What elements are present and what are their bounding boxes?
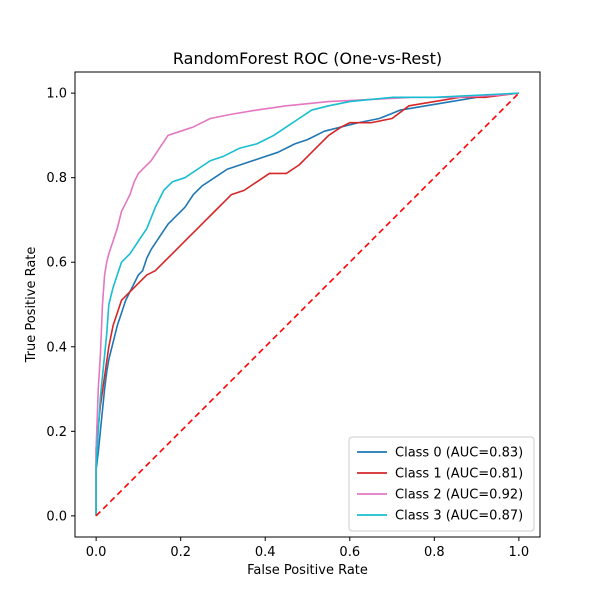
axes-frame — [74, 71, 541, 538]
axis-ticks: 0.0 0.2 0.4 0.6 0.8 1.0 0.0 0.2 0.4 0.6 0.8 1.0 — [46, 87, 529, 560]
legend: Class 0 (AUC=0.83) Class 1 (AUC=0.81) Clas… — [348, 436, 535, 532]
y-tick-label: 0.8 — [46, 171, 67, 186]
y-axis-title: True Positive Rate — [24, 247, 39, 364]
y-tick-label: 0.6 — [46, 256, 67, 271]
legend-label-class-3: Class 3 (AUC=0.87) — [395, 509, 523, 524]
series-line-class-1 — [95, 92, 519, 516]
x-tick-label: 1.0 — [509, 545, 530, 560]
y-tick-label: 1.0 — [46, 87, 67, 102]
series-line-class-2 — [95, 92, 519, 516]
chart-title: RandomForest ROC (One-vs-Rest) — [173, 49, 442, 68]
x-tick-label: 0.8 — [424, 545, 445, 560]
x-tick-label: 0.4 — [255, 545, 276, 560]
y-tick-label: 0.4 — [46, 340, 67, 355]
plot-area — [95, 92, 520, 517]
legend-label-class-2: Class 2 (AUC=0.92) — [395, 488, 523, 503]
series-line-class-3 — [95, 92, 519, 516]
legend-label-class-1: Class 1 (AUC=0.81) — [395, 467, 523, 482]
x-tick-label: 0.6 — [339, 545, 360, 560]
x-axis-title: False Positive Rate — [247, 563, 368, 578]
x-tick-label: 0.0 — [86, 545, 107, 560]
legend-box — [348, 436, 535, 532]
x-tick-label: 0.2 — [170, 545, 191, 560]
y-tick-label: 0.2 — [46, 425, 67, 440]
legend-label-class-0: Class 0 (AUC=0.83) — [395, 446, 523, 461]
y-tick-label: 0.0 — [46, 509, 67, 524]
